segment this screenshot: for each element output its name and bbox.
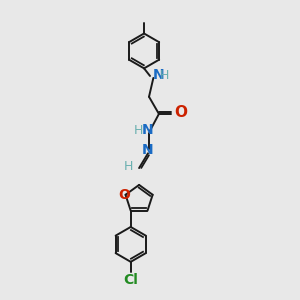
Text: H: H bbox=[134, 124, 143, 136]
Text: N: N bbox=[142, 143, 154, 157]
Text: O: O bbox=[118, 188, 130, 202]
Text: H: H bbox=[123, 160, 133, 172]
Text: Cl: Cl bbox=[123, 273, 138, 287]
Text: N: N bbox=[153, 68, 164, 82]
Text: N: N bbox=[142, 123, 154, 137]
Text: O: O bbox=[174, 105, 187, 120]
Text: H: H bbox=[160, 69, 169, 82]
